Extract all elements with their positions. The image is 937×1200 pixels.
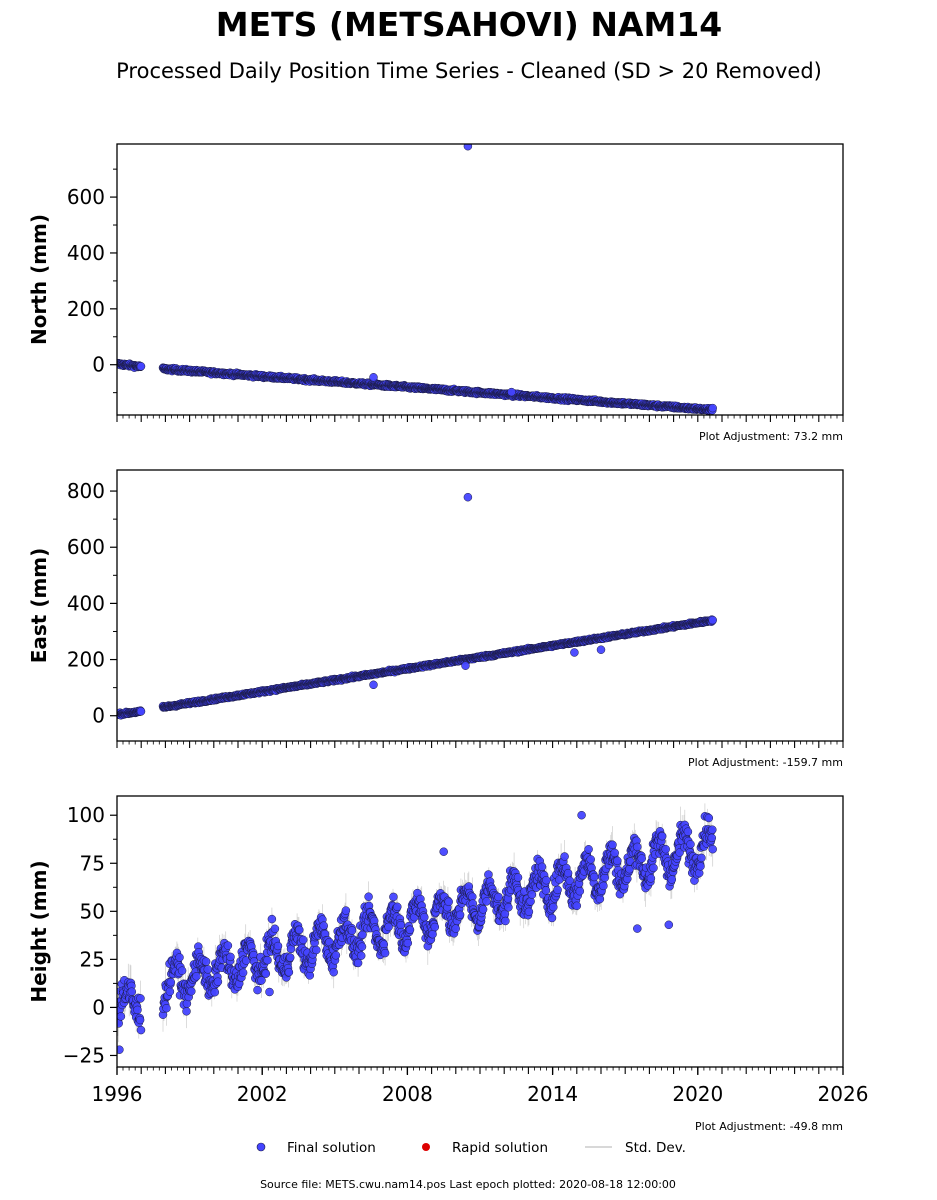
data-point	[708, 615, 717, 625]
y-axis-label: North (mm)	[27, 214, 51, 345]
final-solution-series	[117, 810, 717, 1054]
data-point	[127, 987, 137, 996]
final-solution-series	[117, 144, 717, 415]
figure-subtitle: Processed Daily Position Time Series - C…	[116, 59, 822, 83]
outlier-point	[507, 387, 516, 397]
data-point	[117, 1012, 126, 1021]
panel-2: 0 200 400 600 800 East (mm) Plot Adjustment: -…	[27, 469, 844, 769]
plot-area	[117, 803, 717, 1054]
y-tick-label: 600	[67, 535, 105, 559]
final-solution-series	[117, 492, 717, 720]
outlier-point	[596, 645, 606, 654]
plot-adjustment-note: Plot Adjustment: -159.7 mm	[688, 756, 843, 769]
plot-area	[117, 492, 717, 720]
outlier-point	[570, 648, 579, 657]
outlier-point	[369, 680, 378, 690]
y-axis-label: East (mm)	[27, 548, 51, 664]
y-tick-label: 600	[67, 185, 105, 209]
outlier-point	[463, 144, 473, 151]
data-point	[136, 362, 146, 371]
y-tick-label: 400	[67, 241, 105, 265]
y-tick-label: 0	[92, 353, 105, 377]
x-axis	[116, 415, 844, 422]
panel-1: 0 200 400 600 North (mm) Plot Adjustment: 73.…	[27, 143, 844, 443]
y-tick-label: 800	[67, 479, 105, 503]
data-point	[136, 1025, 146, 1035]
y-tick-label: 200	[67, 297, 105, 321]
outlier-point	[463, 492, 473, 502]
plot-area	[117, 144, 717, 415]
plot-adjustment-note: Plot Adjustment: 73.2 mm	[699, 430, 843, 443]
data-point	[708, 403, 717, 413]
data-point	[133, 1005, 142, 1015]
x-axis	[116, 741, 844, 748]
data-point	[136, 994, 145, 1003]
y-axis: 0 200 400 600 800	[67, 479, 117, 728]
data-point	[136, 707, 146, 716]
panels: 0 200 400 600 North (mm) Plot Adjustment: 73.…	[27, 143, 868, 1133]
figure-title: METS (METSAHOVI) NAM14	[216, 5, 723, 44]
outlier-point	[461, 661, 470, 670]
y-axis: 0 200 400 600	[67, 168, 117, 394]
data-point	[162, 1003, 171, 1013]
outlier-point	[369, 373, 378, 382]
y-tick-label: 400	[67, 591, 105, 615]
data-point	[135, 1015, 145, 1025]
y-tick-label: 200	[67, 648, 105, 672]
y-tick-label: 0	[92, 704, 105, 728]
